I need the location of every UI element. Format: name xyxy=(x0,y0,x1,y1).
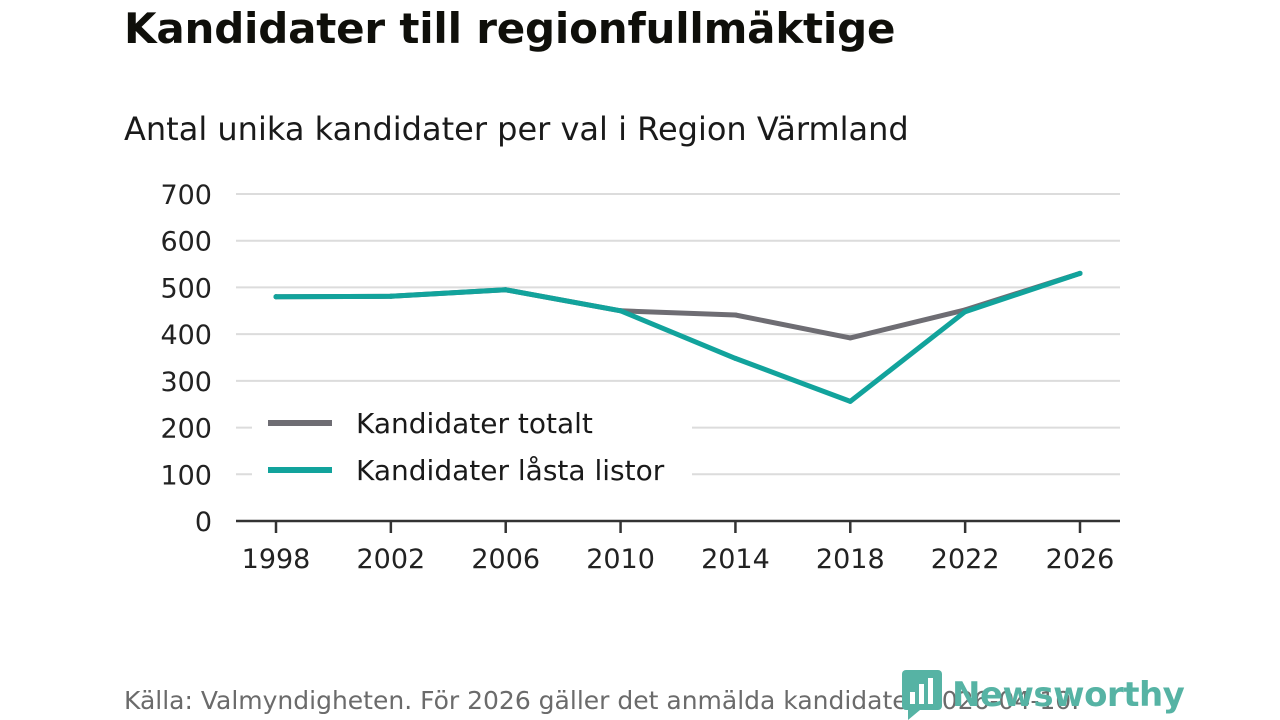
data-point xyxy=(732,312,738,318)
x-tick-label: 2002 xyxy=(356,544,425,575)
y-tick-label: 200 xyxy=(160,414,212,445)
chart-subtitle: Antal unika kandidater per val i Region … xyxy=(124,110,909,148)
x-tick-label: 2010 xyxy=(586,544,655,575)
newsworthy-logo-icon xyxy=(902,670,942,720)
y-tick-label: 600 xyxy=(160,227,212,258)
y-tick-label: 0 xyxy=(195,507,212,538)
y-tick-label: 700 xyxy=(160,180,212,211)
x-tick-label: 2022 xyxy=(931,544,1000,575)
data-point xyxy=(732,355,738,361)
brand-logo[interactable]: Newsworthy xyxy=(902,670,1185,720)
data-point xyxy=(847,335,853,341)
series-line-2 xyxy=(273,270,1083,404)
y-tick-label: 300 xyxy=(160,367,212,398)
data-point xyxy=(962,309,968,315)
data-point xyxy=(847,398,853,404)
y-tick-label: 500 xyxy=(160,273,212,304)
data-point xyxy=(388,293,394,299)
legend-label: Kandidater totalt xyxy=(356,407,593,440)
data-point xyxy=(503,287,509,293)
series-line-1 xyxy=(273,270,1083,341)
brand-name: Newsworthy xyxy=(952,675,1185,715)
data-point xyxy=(618,308,624,314)
y-tick-label: 100 xyxy=(160,460,212,491)
chart-title: Kandidater till regionfullmäktige xyxy=(124,4,896,53)
legend-label: Kandidater låsta listor xyxy=(356,454,665,487)
x-tick-label: 2026 xyxy=(1046,544,1115,575)
x-tick-label: 1998 xyxy=(242,544,311,575)
data-point xyxy=(1077,270,1083,276)
y-tick-label: 400 xyxy=(160,320,212,351)
x-tick-label: 2018 xyxy=(816,544,885,575)
legend-background xyxy=(252,400,692,495)
x-tick-label: 2006 xyxy=(471,544,540,575)
x-tick-label: 2014 xyxy=(701,544,770,575)
data-point xyxy=(273,294,279,300)
